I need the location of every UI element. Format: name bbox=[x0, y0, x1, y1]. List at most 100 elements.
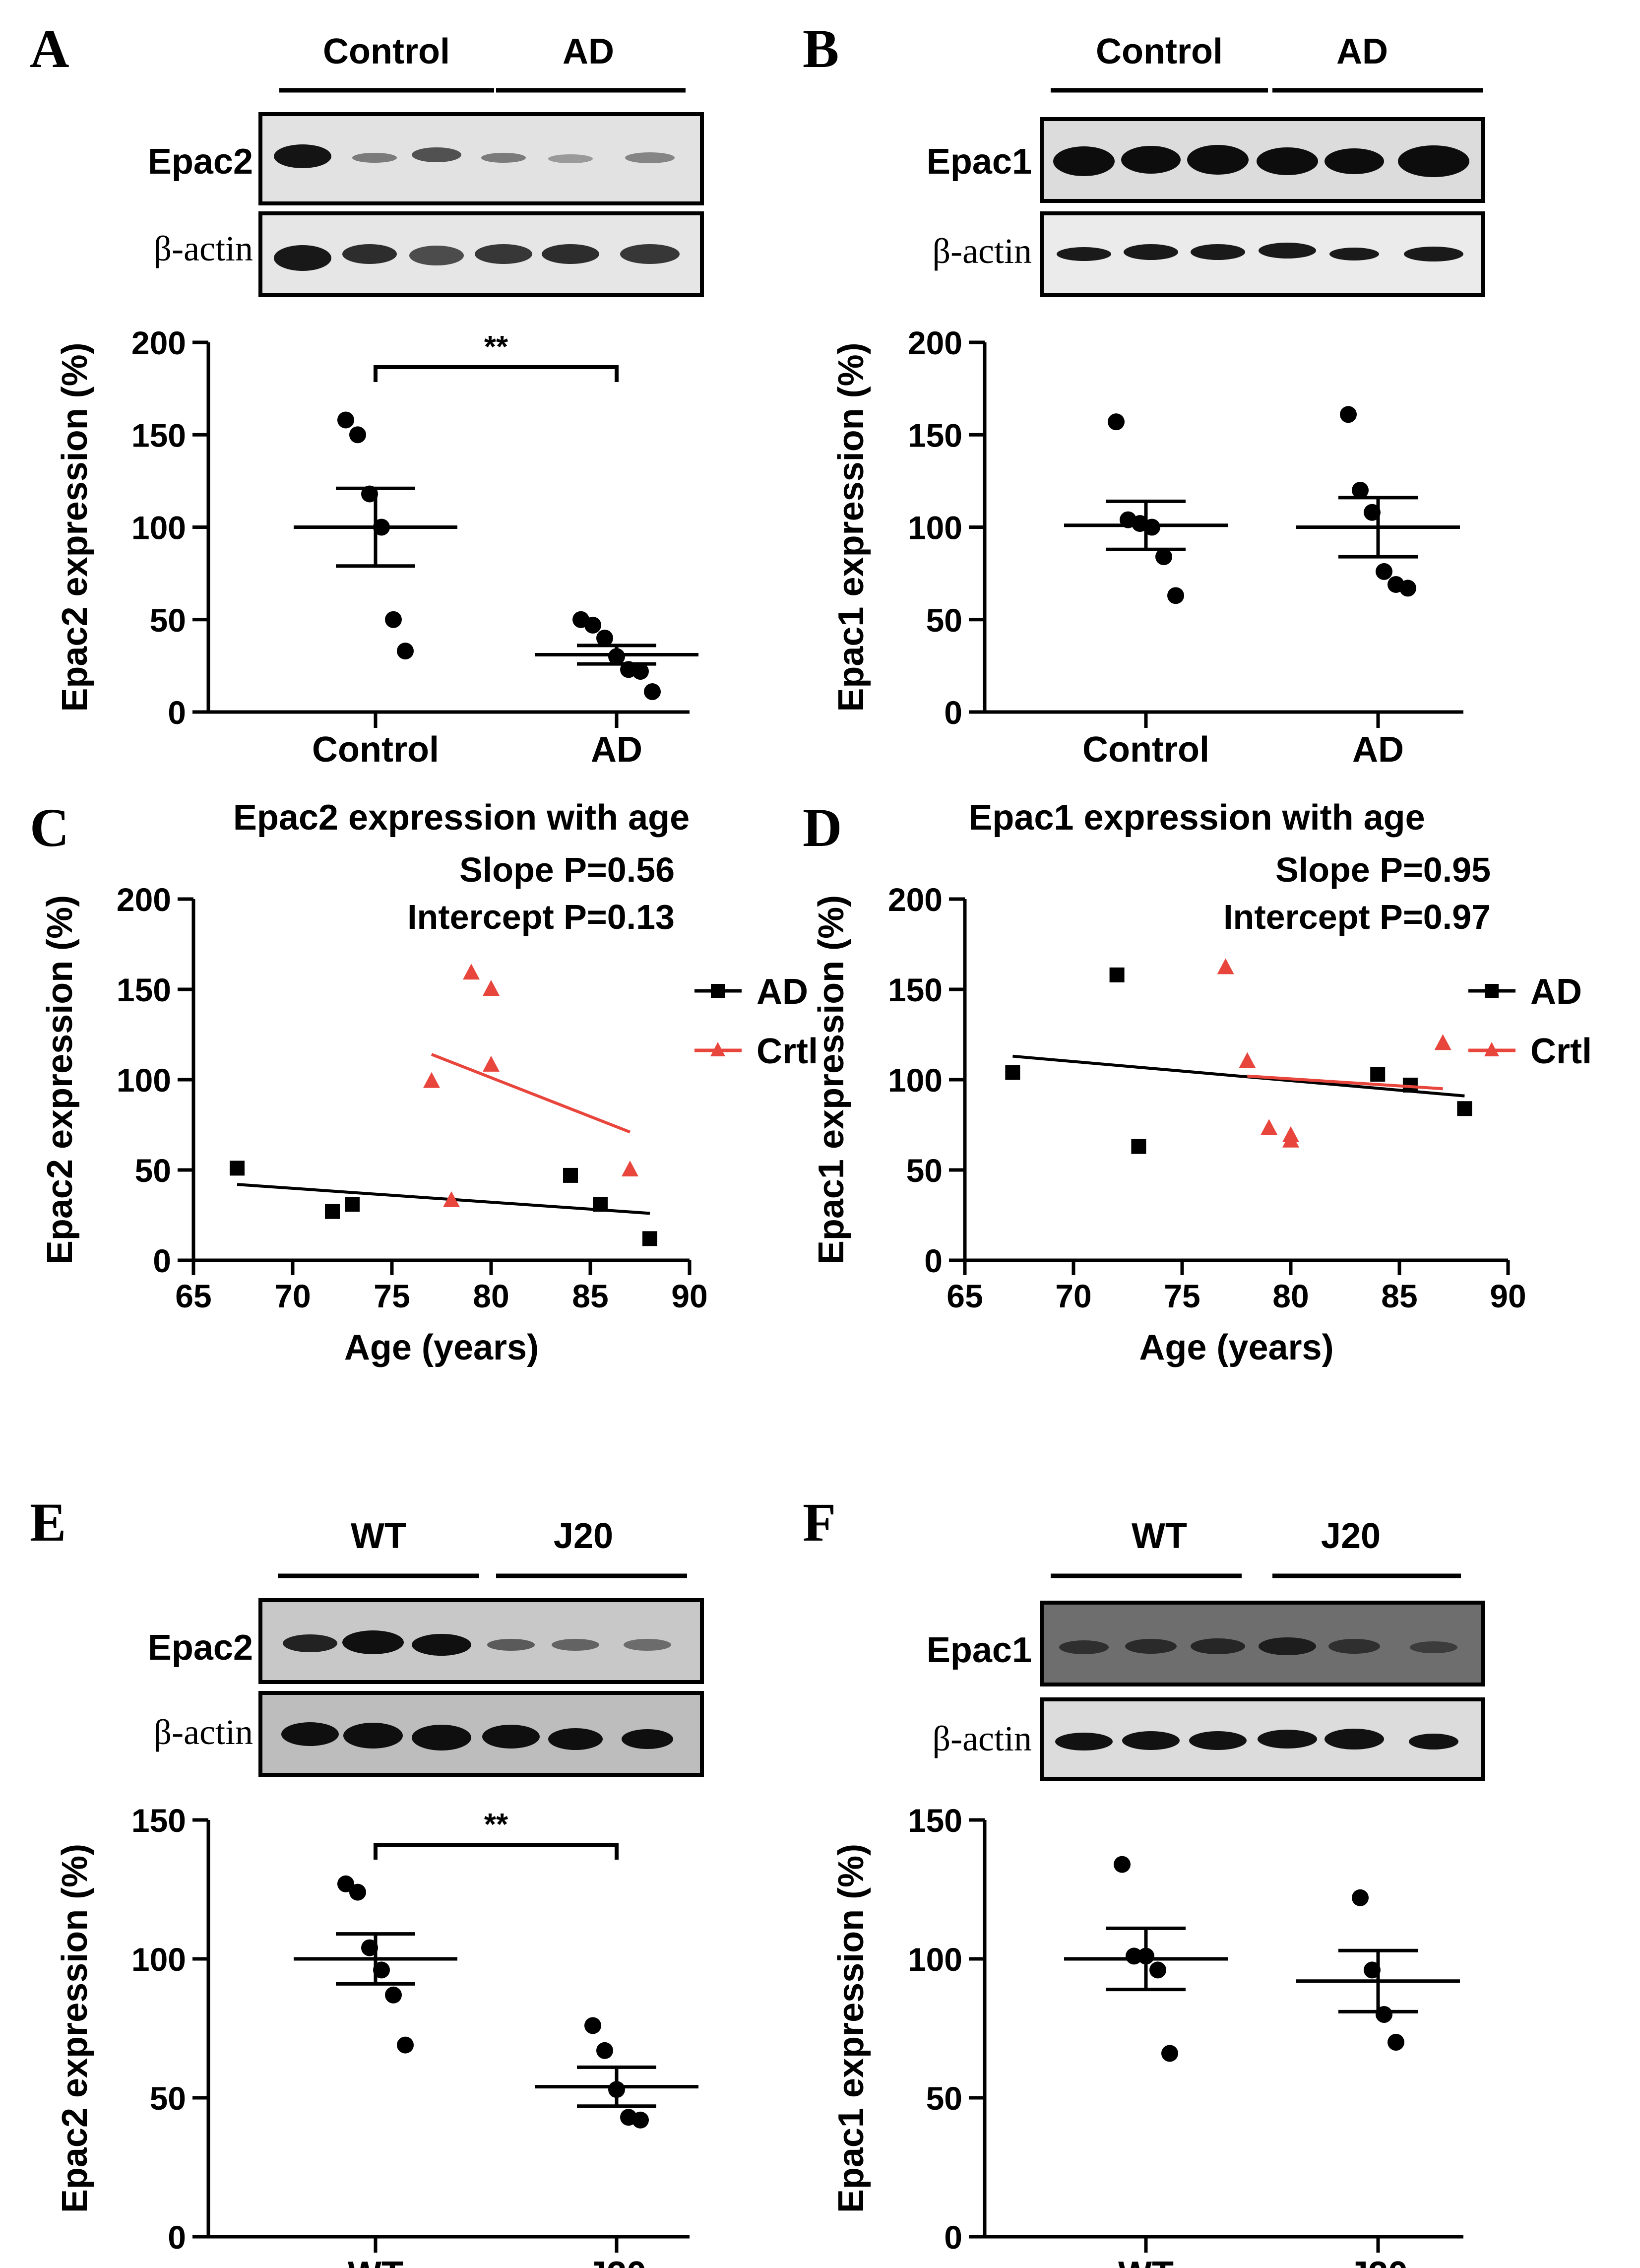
chart-c-legend-ad-marker bbox=[711, 984, 725, 998]
chart-d-crtl-point-0 bbox=[1217, 958, 1234, 974]
chart-c-x-tick-label-0: 65 bbox=[175, 1278, 211, 1314]
chart-a-x-tick-label-1: AD bbox=[591, 730, 642, 770]
chart-a-y-tick-label-4: 200 bbox=[131, 324, 186, 361]
chart-d-legend-ad-marker bbox=[1485, 984, 1499, 998]
chart-c: 0 50 100 150 200 Epac2 expression (%) 65 70 75 80… bbox=[40, 798, 818, 1367]
blot-e-row1-label: Epac2 bbox=[148, 1628, 253, 1668]
chart-e-x-tick-label-1: J20 bbox=[587, 2255, 646, 2268]
chart-f-wt-point-3 bbox=[1149, 1961, 1166, 1979]
chart-d-title: Epac1 expression with age bbox=[968, 798, 1425, 838]
chart-e-significance-bracket bbox=[374, 1843, 619, 1860]
chart-d-y-tick-label-4: 200 bbox=[888, 881, 943, 918]
chart-a-control-point-0 bbox=[337, 411, 354, 429]
chart-d-crtl-point-5 bbox=[1434, 1034, 1451, 1050]
blot-e: WT J20 Epac2 β-actin bbox=[148, 1516, 704, 1777]
chart-c-x-tick-label-4: 85 bbox=[572, 1278, 608, 1314]
blot-b-row1-label: Epac1 bbox=[927, 142, 1032, 182]
chart-c-legend-ad-label: AD bbox=[757, 972, 808, 1012]
chart-c-ad-point-3 bbox=[563, 1167, 578, 1183]
chart-f-y-tick-label-0: 0 bbox=[944, 2219, 962, 2256]
blot-f: WT J20 Epac1 β-actin bbox=[927, 1516, 1485, 1781]
blot-f-row1-bands bbox=[1059, 1637, 1457, 1655]
chart-d-crtl-point-4 bbox=[1282, 1131, 1299, 1148]
chart-c-title: Epac2 expression with age bbox=[233, 798, 690, 838]
chart-b-ad-point-1 bbox=[1352, 482, 1369, 499]
chart-c-y-axis-label: Epac2 expression (%) bbox=[40, 895, 80, 1264]
chart-e-y-tick-label-1: 50 bbox=[150, 2080, 186, 2117]
chart-e-wt-point-4 bbox=[385, 1986, 402, 2004]
blot-b-group-1-label: Control bbox=[1096, 32, 1223, 71]
chart-d-y-tick-label-1: 50 bbox=[906, 1152, 943, 1189]
chart-d-x-tick-label-3: 80 bbox=[1272, 1278, 1309, 1314]
blot-a-row2-label: β-actin bbox=[153, 229, 253, 268]
chart-a-ad-point-5 bbox=[632, 663, 649, 680]
chart-c-ad-point-5 bbox=[642, 1231, 657, 1246]
chart-f-wt-point-4 bbox=[1161, 2045, 1178, 2062]
chart-f-wt-point-0 bbox=[1114, 1856, 1131, 1873]
panel-letter-d: D bbox=[803, 797, 842, 858]
chart-e: 0 50 100 150 Epac2 expression (%) WT J20 ** bbox=[55, 1802, 698, 2268]
chart-c-legend-crtl-label: Crtl bbox=[757, 1032, 818, 1071]
chart-c-ad-point-2 bbox=[345, 1197, 360, 1212]
chart-c-y-tick-label-0: 0 bbox=[153, 1242, 171, 1279]
chart-c-x-tick-label-5: 90 bbox=[671, 1278, 707, 1314]
chart-b: 0 50 100 150 200 Epac1 expression (%) Control A… bbox=[831, 324, 1463, 770]
blot-b: Control AD Epac1 β-actin bbox=[927, 32, 1485, 297]
chart-d-y-tick-label-3: 150 bbox=[888, 972, 943, 1008]
panel-letter-e: E bbox=[30, 1492, 66, 1553]
chart-d-annotation-0: Slope P=0.95 bbox=[1275, 850, 1491, 889]
chart-b-ad-point-0 bbox=[1340, 406, 1357, 423]
chart-c-x-tick-label-3: 80 bbox=[473, 1278, 509, 1314]
blot-a-row1-bands bbox=[274, 144, 675, 168]
chart-d-ad-point-1 bbox=[1109, 967, 1125, 982]
blot-e-group-2-label: J20 bbox=[554, 1516, 613, 1556]
chart-a-x-tick-label-0: Control bbox=[312, 730, 439, 770]
chart-f-y-axis-label: Epac1 expression (%) bbox=[831, 1844, 871, 2213]
chart-d-y-axis-label: Epac1 expression (%) bbox=[812, 895, 851, 1264]
chart-a-y-tick-label-0: 0 bbox=[168, 694, 186, 731]
chart-a-significance-bracket bbox=[374, 365, 619, 382]
blot-f-row2-bands bbox=[1055, 1729, 1458, 1750]
chart-c-y-tick-label-3: 150 bbox=[117, 972, 171, 1008]
chart-d-ad-point-2 bbox=[1131, 1139, 1146, 1154]
chart-c-x-tick-label-1: 70 bbox=[274, 1278, 311, 1314]
chart-b-x-tick-label-0: Control bbox=[1082, 730, 1209, 770]
panel-letter-f: F bbox=[803, 1492, 836, 1553]
chart-f-x-tick-label-1: J20 bbox=[1348, 2255, 1408, 2268]
panel-letter-c: C bbox=[30, 797, 69, 858]
chart-e-j20-point-1 bbox=[596, 2042, 613, 2059]
chart-c-annotation-1: Intercept P=0.13 bbox=[407, 898, 675, 936]
chart-a-ad-point-2 bbox=[596, 630, 613, 647]
chart-b-y-tick-label-4: 200 bbox=[908, 324, 962, 361]
chart-c-crtl-point-3 bbox=[483, 980, 500, 996]
blot-a-group-2-label: AD bbox=[563, 32, 614, 71]
blot-b-row1-bands bbox=[1053, 145, 1469, 177]
chart-d-annotation-1: Intercept P=0.97 bbox=[1223, 898, 1491, 936]
chart-b-x-tick-label-1: AD bbox=[1352, 730, 1404, 770]
blot-b-group-2-label: AD bbox=[1336, 32, 1388, 71]
chart-f-y-tick-label-3: 150 bbox=[908, 1802, 962, 1839]
chart-f-j20-point-3 bbox=[1388, 2034, 1404, 2051]
blot-e-row2-label: β-actin bbox=[153, 1712, 253, 1752]
chart-e-j20-point-0 bbox=[584, 2017, 601, 2034]
chart-a-y-tick-label-3: 150 bbox=[131, 417, 186, 454]
blot-e-group-1-label: WT bbox=[351, 1516, 406, 1556]
chart-e-wt-point-0 bbox=[337, 1875, 354, 1892]
chart-d-x-tick-label-1: 70 bbox=[1055, 1278, 1091, 1314]
chart-d-x-axis-label: Age (years) bbox=[1139, 1328, 1333, 1367]
blot-a-row1-label: Epac2 bbox=[148, 142, 253, 182]
chart-e-j20-point-4 bbox=[632, 2111, 649, 2129]
chart-d-x-tick-label-2: 75 bbox=[1164, 1278, 1200, 1314]
chart-a-ad-point-1 bbox=[584, 616, 601, 634]
chart-a-control-point-5 bbox=[397, 643, 414, 660]
chart-f: 0 50 100 150 Epac1 expression (%) WT J20 bbox=[831, 1802, 1463, 2268]
chart-b-y-tick-label-2: 100 bbox=[908, 510, 962, 546]
chart-e-x-tick-label-0: WT bbox=[348, 2255, 403, 2268]
chart-e-significance-label: ** bbox=[484, 1808, 508, 1842]
chart-c-ad-point-0 bbox=[230, 1161, 245, 1176]
chart-d-crtl-point-2 bbox=[1261, 1119, 1278, 1135]
chart-b-y-axis-label: Epac1 expression (%) bbox=[831, 342, 871, 712]
chart-c-legend-crtl-marker bbox=[710, 1042, 725, 1056]
chart-f-j20-point-0 bbox=[1352, 1889, 1369, 1906]
